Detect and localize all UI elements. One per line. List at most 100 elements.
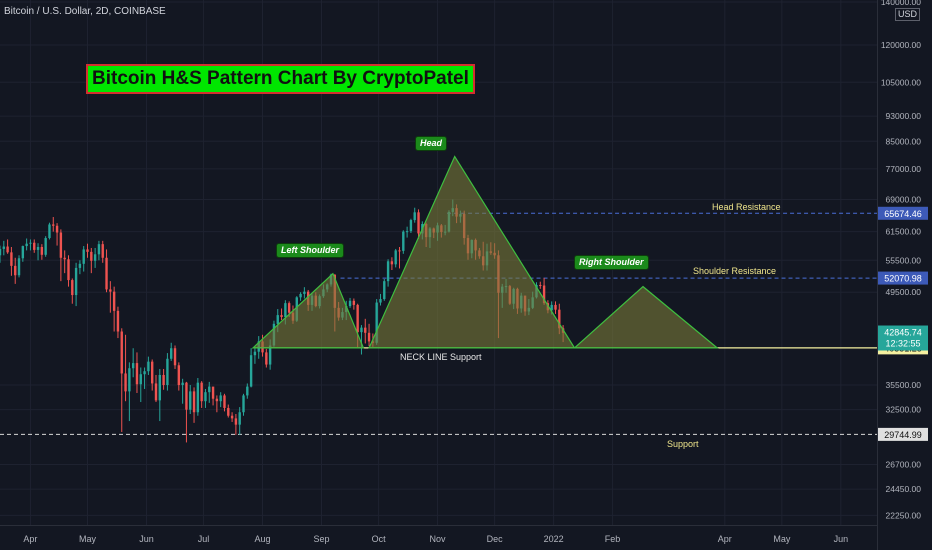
candle-body <box>59 232 63 258</box>
candle-body <box>383 281 386 300</box>
last-price-badge-bg <box>878 325 928 351</box>
candle-body <box>40 247 44 255</box>
candle-body <box>6 246 9 253</box>
candle-body <box>367 332 371 342</box>
candle-body <box>101 244 104 258</box>
candle-body <box>356 304 359 333</box>
candle-body <box>173 348 177 366</box>
pattern-right-shoulder[interactable] <box>572 285 719 349</box>
candle-body <box>14 265 17 276</box>
currency-label[interactable]: USD <box>895 8 921 21</box>
x-tick-label: May <box>773 534 791 544</box>
candle-body <box>36 247 40 250</box>
candle-body <box>402 231 405 251</box>
candle-body <box>162 374 165 386</box>
candle-body <box>219 395 222 402</box>
x-tick-label: Feb <box>605 534 621 544</box>
candle-body <box>348 300 352 307</box>
candle-body <box>181 382 184 386</box>
right-shoulder-label: Right Shoulder <box>574 255 649 270</box>
x-tick-label: 2022 <box>544 534 564 544</box>
candle-body <box>398 250 401 252</box>
candle-body <box>417 212 420 234</box>
candle-body <box>280 315 283 317</box>
candle-body <box>192 391 196 413</box>
candle-body <box>21 246 25 259</box>
candle-body <box>48 224 51 239</box>
candle-body <box>196 382 200 413</box>
candle-body <box>189 391 192 410</box>
candle-body <box>215 398 219 402</box>
left-shoulder-label: Left Shoulder <box>276 243 344 258</box>
candle-body <box>150 361 154 384</box>
candle-body <box>33 242 36 250</box>
price-badge: 29744.99 <box>884 430 922 440</box>
candle-body <box>139 374 142 385</box>
candle-body <box>135 363 139 385</box>
candle-body <box>352 300 356 305</box>
bar-countdown: 12:32:55 <box>885 339 920 349</box>
y-tick-label: 55500.00 <box>886 255 922 265</box>
price-badges: 65674.4652070.9840551.2829744.9942845.74… <box>878 206 928 441</box>
price-badge-bg <box>878 427 928 441</box>
candle-body <box>249 355 253 387</box>
x-tick-label: Apr <box>718 534 732 544</box>
candle-body <box>268 345 272 365</box>
candle-body <box>158 374 162 401</box>
y-tick-label: 32500.00 <box>886 405 922 415</box>
candle-body <box>97 244 101 255</box>
candle-body <box>44 238 47 255</box>
grid <box>0 0 877 525</box>
x-tick-label: Jun <box>834 534 849 544</box>
candle-body <box>230 415 234 419</box>
x-tick-label: Oct <box>372 534 387 544</box>
candle-body <box>542 285 546 304</box>
candle-body <box>116 310 120 332</box>
candle-body <box>63 257 66 260</box>
pattern-head[interactable] <box>368 155 576 349</box>
candle-body <box>154 383 158 401</box>
candle-body <box>276 315 279 324</box>
candle-body <box>409 220 413 232</box>
candle-body <box>131 363 135 369</box>
candle-body <box>86 249 89 252</box>
y-tick-label: 49500.00 <box>886 287 922 297</box>
candle-body <box>554 304 557 310</box>
x-tick-label: Aug <box>255 534 271 544</box>
candle-body <box>375 302 378 343</box>
shoulder-resistance-label: Shoulder Resistance <box>693 266 777 276</box>
y-tick-label: 22250.00 <box>886 510 922 520</box>
candle-body <box>379 299 382 303</box>
candle-body <box>120 331 123 374</box>
candle-body <box>78 263 82 268</box>
y-tick-label: 35500.00 <box>886 380 922 390</box>
candle-body <box>124 373 127 392</box>
candle-body <box>227 407 230 416</box>
x-tick-label: Sep <box>313 534 329 544</box>
candle-body <box>242 395 245 413</box>
candle-body <box>539 284 542 286</box>
pattern-left-shoulder[interactable] <box>251 272 365 349</box>
price-badge-bg <box>878 271 928 285</box>
y-tick-label: 105000.00 <box>881 77 921 87</box>
chart-headline: Bitcoin H&S Pattern Chart By CryptoPatel <box>86 64 475 94</box>
y-tick-label: 26700.00 <box>886 460 922 470</box>
x-tick-label: Nov <box>430 534 447 544</box>
price-badge: 52070.98 <box>884 274 922 284</box>
candle-body <box>143 371 146 375</box>
candle-body <box>93 254 97 261</box>
symbol-title[interactable]: Bitcoin / U.S. Dollar, 2D, COINBASE <box>4 6 166 17</box>
candle-body <box>90 251 93 261</box>
candle-body <box>82 249 85 264</box>
candle-body <box>558 309 561 329</box>
candle-body <box>550 304 553 311</box>
candle-body <box>413 212 416 221</box>
support-label: Support <box>667 439 699 449</box>
candle-body <box>105 257 108 290</box>
candle-body <box>265 352 268 365</box>
x-tick-label: May <box>79 534 97 544</box>
candle-body <box>405 231 409 233</box>
candle-body <box>29 242 32 244</box>
